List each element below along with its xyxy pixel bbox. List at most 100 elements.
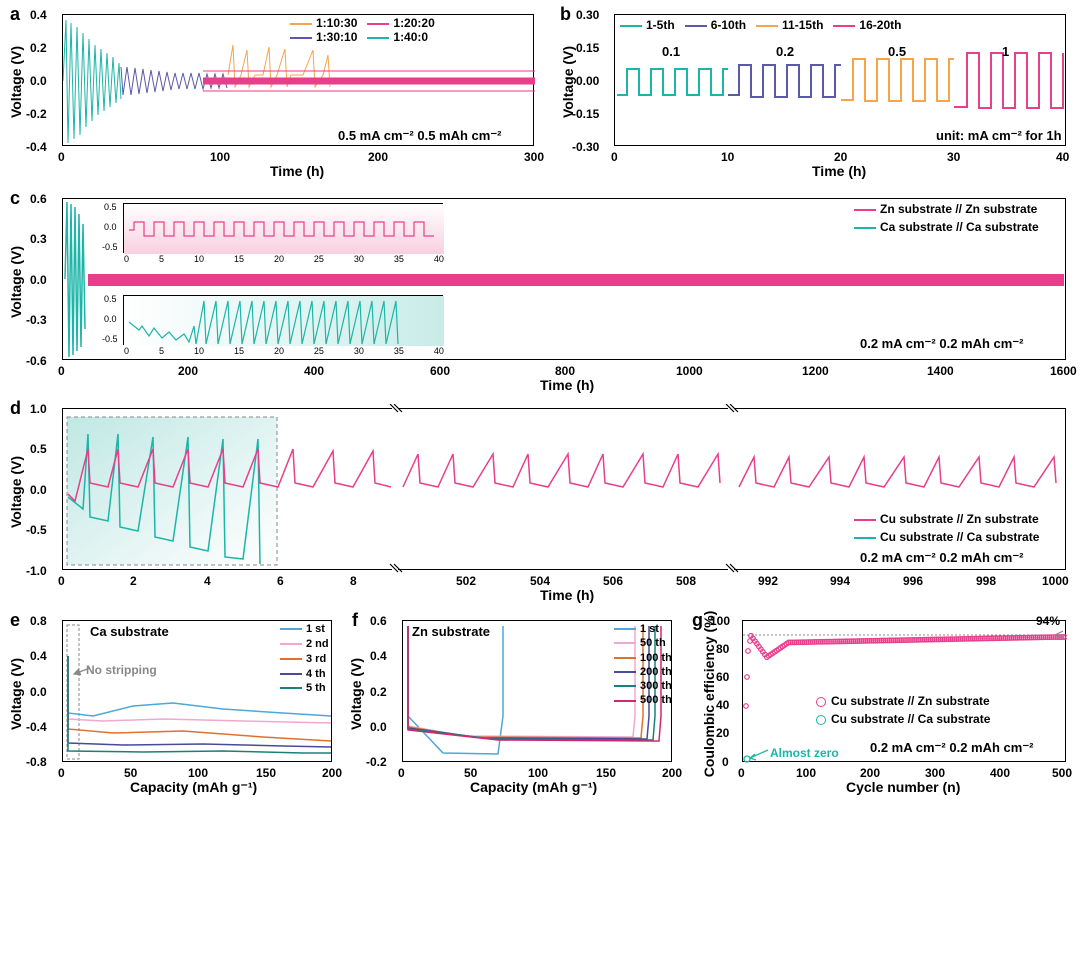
panel-d-chart-2 xyxy=(398,408,728,570)
tick: 20 xyxy=(716,726,729,740)
tick: 500 xyxy=(1052,766,1072,780)
panel-f-title: Zn substrate xyxy=(412,624,490,639)
panel-a-label: a xyxy=(10,4,20,25)
panel-c-xlabel: Time (h) xyxy=(540,377,594,393)
tick: 0.4 xyxy=(30,8,47,22)
panel-c-annotation: 0.2 mA cm⁻² 0.2 mAh cm⁻² xyxy=(860,336,1024,352)
tick: 0.8 xyxy=(30,614,47,628)
tick: 508 xyxy=(676,574,696,588)
legend-label: 50 th xyxy=(640,637,666,649)
legend-label: Cu substrate // Ca substrate xyxy=(831,712,990,726)
tick: 1400 xyxy=(927,364,954,378)
panel-e-label: e xyxy=(10,610,20,631)
panel-c-label: c xyxy=(10,188,20,209)
tick: 1600 xyxy=(1050,364,1077,378)
legend-label: Ca substrate // Ca substrate xyxy=(880,220,1039,234)
tick: 20 xyxy=(834,150,847,164)
tick: 0.2 xyxy=(370,685,387,699)
tick: 0 xyxy=(738,766,745,780)
panel-d-xlabel: Time (h) xyxy=(540,587,594,603)
panel-e-ylabel: Voltage (V) xyxy=(8,658,24,730)
tick: 100 xyxy=(528,766,548,780)
tick: 50 xyxy=(124,766,137,780)
tick: 0.0 xyxy=(30,685,47,699)
panel-f-legend: 1 st 50 th 100 th 200 th 300 th 500 th xyxy=(614,622,672,708)
panel-b-xlabel: Time (h) xyxy=(812,163,866,179)
tick: 800 xyxy=(555,364,575,378)
tick: 0.5 xyxy=(30,442,47,456)
tick: 30 xyxy=(947,150,960,164)
tick: 4 xyxy=(204,574,211,588)
panel-e-xlabel: Capacity (mAh g⁻¹) xyxy=(130,779,257,796)
tick: 0.00 xyxy=(576,74,599,88)
tick: 1000 xyxy=(1042,574,1069,588)
panel-g-almost-zero: Almost zero xyxy=(770,746,839,760)
tick: 0 xyxy=(398,766,405,780)
tick: 150 xyxy=(596,766,616,780)
tick: 0.0 xyxy=(30,483,47,497)
tick: 400 xyxy=(304,364,324,378)
tick: 400 xyxy=(990,766,1010,780)
tick: 1200 xyxy=(802,364,829,378)
tick: 994 xyxy=(830,574,850,588)
legend-label: 16-20th xyxy=(859,18,901,32)
legend-label: 4 th xyxy=(306,668,326,680)
tick: 0 xyxy=(722,755,729,769)
tick: 100 xyxy=(188,766,208,780)
tick: 502 xyxy=(456,574,476,588)
tick: 992 xyxy=(758,574,778,588)
tick: -0.3 xyxy=(26,313,47,327)
step-label: 0.1 xyxy=(662,44,680,59)
tick: 1000 xyxy=(676,364,703,378)
panel-d-legend: Cu substrate // Zn substrate Cu substrat… xyxy=(854,510,1039,546)
panel-a-ylabel: Voltage (V) xyxy=(8,46,24,118)
tick: 998 xyxy=(976,574,996,588)
tick: 0.6 xyxy=(370,614,387,628)
panel-d-chart-1 xyxy=(62,408,392,570)
panel-c-ylabel: Voltage (V) xyxy=(8,246,24,318)
tick: -0.15 xyxy=(572,107,599,121)
legend-label: 1 st xyxy=(640,623,659,635)
tick: 600 xyxy=(430,364,450,378)
tick: -0.4 xyxy=(26,140,47,154)
tick: 0.6 xyxy=(30,192,47,206)
tick: 40 xyxy=(716,698,729,712)
tick: 0 xyxy=(58,766,65,780)
panel-e-title: Ca substrate xyxy=(90,624,169,639)
tick: 504 xyxy=(530,574,550,588)
legend-label: 1:20:20 xyxy=(393,16,434,30)
tick: 2 xyxy=(130,574,137,588)
figure-root: a 0.4 0.2 0.0 -0.2 -0.4 0 100 200 300 Vo… xyxy=(0,0,1080,962)
legend-label: 500 th xyxy=(640,694,672,706)
step-label: 1 xyxy=(1002,44,1009,59)
panel-g-ylabel: Coulombic efficiency (%) xyxy=(701,611,717,777)
tick: -1.0 xyxy=(26,564,47,578)
tick: 100 xyxy=(796,766,816,780)
legend-label: 5 th xyxy=(306,682,326,694)
panel-c-inset-bot: 0.5 0.0 -0.5 0510152025303540 xyxy=(123,295,443,345)
tick: -0.2 xyxy=(366,755,387,769)
tick: 0 xyxy=(58,364,65,378)
tick: -0.2 xyxy=(26,107,47,121)
panel-d-annotation: 0.2 mA cm⁻² 0.2 mAh cm⁻² xyxy=(860,550,1024,566)
tick: 200 xyxy=(662,766,682,780)
panel-a-xlabel: Time (h) xyxy=(270,163,324,179)
panel-a-annotation: 0.5 mA cm⁻² 0.5 mAh cm⁻² xyxy=(338,128,502,144)
tick: 0 xyxy=(58,150,65,164)
panel-b-annotation: unit: mA cm⁻² for 1h xyxy=(936,128,1062,144)
legend-label: Cu substrate // Zn substrate xyxy=(831,694,990,708)
tick: 0.0 xyxy=(30,74,47,88)
legend-label: 200 th xyxy=(640,666,672,678)
panel-b-label: b xyxy=(560,4,571,25)
panel-c-legend: Zn substrate // Zn substrate Ca substrat… xyxy=(854,200,1039,236)
legend-label: 1:30:10 xyxy=(316,30,357,44)
panel-f-ylabel: Voltage (V) xyxy=(348,658,364,730)
tick: 0.2 xyxy=(30,41,47,55)
tick: 200 xyxy=(322,766,342,780)
panel-g-annotation: 0.2 mA cm⁻² 0.2 mAh cm⁻² xyxy=(870,740,1034,756)
tick: 100 xyxy=(210,150,230,164)
legend-label: Zn substrate // Zn substrate xyxy=(880,202,1037,216)
legend-label: 1 st xyxy=(306,623,325,635)
step-label: 0.2 xyxy=(776,44,794,59)
tick: 0.15 xyxy=(576,41,599,55)
